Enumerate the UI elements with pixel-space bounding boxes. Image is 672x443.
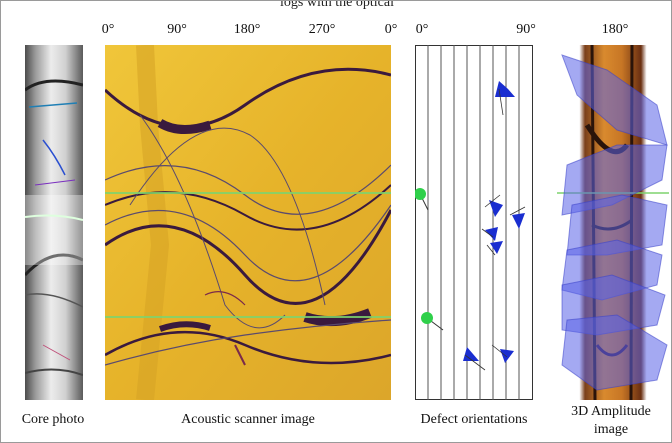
caption-amplitude-line2: image: [593, 422, 629, 437]
acoustic-scanner-image: [105, 45, 391, 400]
scanner-tick-270: 270°: [308, 22, 336, 37]
top-caption: logs with the optical: [280, 0, 394, 10]
core-photo: [25, 45, 83, 400]
caption-defect-orientations: Defect orientations: [420, 412, 528, 427]
caption-core-photo: Core photo: [21, 412, 85, 427]
defect-tick-0: 0°: [415, 22, 429, 37]
defect-orientations-plot: [415, 45, 533, 400]
scanner-tick-360: 0°: [384, 22, 398, 37]
scanner-tick-90: 90°: [167, 22, 187, 37]
defect-tick-90: 90°: [516, 22, 536, 37]
caption-acoustic-scanner: Acoustic scanner image: [181, 412, 315, 427]
scanner-tick-0: 0°: [101, 22, 115, 37]
amplitude-3d-image: [557, 45, 669, 400]
amplitude-tick-180: 180°: [601, 22, 629, 37]
scanner-tick-180: 180°: [233, 22, 261, 37]
caption-amplitude-line1: 3D Amplitude: [571, 404, 651, 419]
